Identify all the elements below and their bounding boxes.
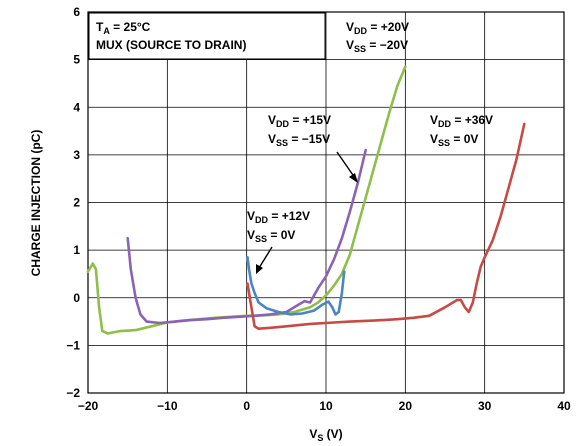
arrow-15v	[336, 151, 356, 179]
x-tick-label: 10	[319, 399, 333, 413]
svg-text:VDD = +20V: VDD = +20V	[346, 20, 409, 36]
y-tick-label: 2	[73, 196, 80, 210]
annotation-12v: VDD = +12V VSS = 0V	[247, 209, 310, 244]
y-tick-label: 5	[73, 53, 80, 67]
arrow-12v-head	[256, 264, 263, 274]
condition-temp: TA = 25°C	[96, 20, 151, 36]
y-tick-label: 1	[73, 243, 80, 257]
svg-text:VSS = 0V: VSS = 0V	[247, 228, 295, 244]
y-tick-label: −2	[66, 386, 80, 400]
x-tick-labels: −20 −10 0 10 20 30 40	[78, 399, 571, 413]
grid-lines	[88, 12, 564, 393]
svg-text:VDD = +15V: VDD = +15V	[268, 113, 331, 129]
x-tick-label: 40	[557, 399, 571, 413]
y-tick-label: 4	[73, 100, 80, 114]
annotation-arrows	[256, 151, 358, 274]
svg-text:VSS = −20V: VSS = −20V	[346, 38, 408, 54]
svg-text:VDD = +12V: VDD = +12V	[247, 209, 310, 225]
x-axis-label: VS (V)	[309, 427, 342, 443]
x-tick-label: 20	[399, 399, 413, 413]
arrow-15v-head	[349, 173, 358, 183]
x-tick-label: −20	[78, 399, 99, 413]
svg-text:VSS = 0V: VSS = 0V	[430, 132, 478, 148]
x-tick-label: −10	[157, 399, 178, 413]
y-tick-label: 6	[73, 5, 80, 19]
y-tick-labels: −2 −1 0 1 2 3 4 5 6	[66, 5, 80, 400]
series-line-1	[126, 148, 367, 325]
y-axis-label: CHARGE INJECTION (pC)	[29, 130, 43, 277]
series-line-2	[246, 256, 346, 316]
y-tick-label: 3	[73, 148, 80, 162]
condition-mux: MUX (SOURCE TO DRAIN)	[96, 38, 246, 52]
x-tick-label: 0	[243, 399, 250, 413]
svg-text:VSS = −15V: VSS = −15V	[268, 132, 330, 148]
x-tick-label: 30	[478, 399, 492, 413]
svg-text:VDD = +36V: VDD = +36V	[430, 113, 493, 129]
y-tick-label: 0	[73, 291, 80, 305]
series-line-3	[246, 122, 526, 330]
annotation-36v: VDD = +36V VSS = 0V	[430, 113, 493, 148]
arrow-12v	[258, 246, 273, 269]
condition-box	[88, 12, 326, 60]
annotation-15v: VDD = +15V VSS = −15V	[268, 113, 331, 148]
series-lines	[86, 65, 526, 335]
annotation-20v: VDD = +20V VSS = −20V	[346, 20, 409, 54]
y-tick-label: −1	[66, 338, 80, 352]
